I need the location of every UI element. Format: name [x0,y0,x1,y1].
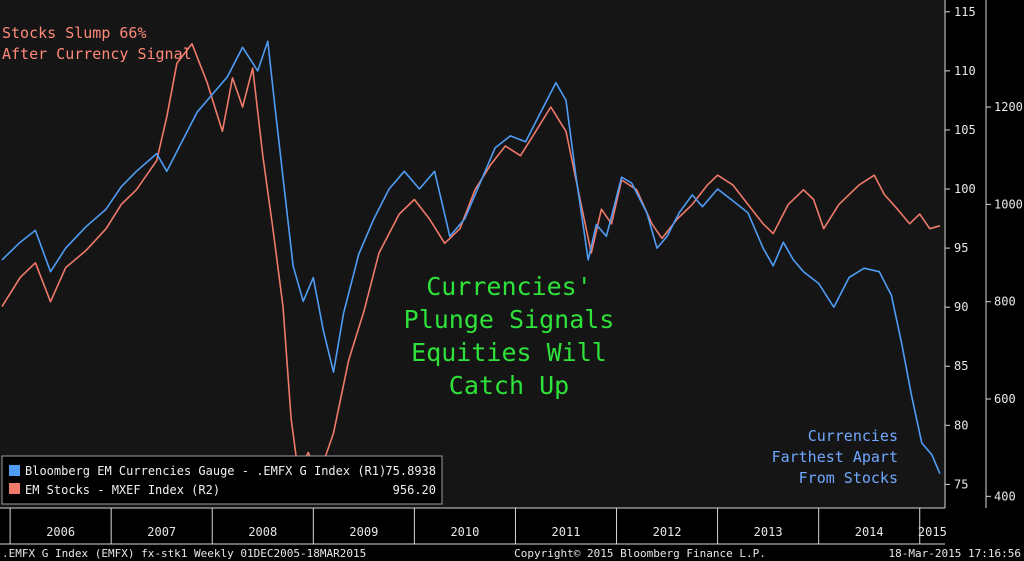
annotation-bottom-right-line-2: Farthest Apart [772,448,898,466]
r2-tick-label: 600 [994,392,1016,406]
r1-ticks: 75 80 85 90 95 100 105 110 115 [945,5,976,491]
r1-tick-label: 80 [954,418,968,432]
r1-tick-label: 105 [954,123,976,137]
r1-tick-label: 85 [954,359,968,373]
annotation-top-left-line-2: After Currency Signal [2,45,192,63]
annotation-center-line-2: Plunge Signals [404,305,615,334]
r2-tick-label: 1200 [994,100,1023,114]
r2-tick-label: 1000 [994,197,1023,211]
annotation-center-line-1: Currencies' [426,272,592,301]
r1-tick-label: 95 [954,241,968,255]
r2-tick-label: 400 [994,489,1016,503]
annotation-bottom-right: Currencies Farthest Apart From Stocks [772,427,898,487]
x-tick-label: 2015 [918,525,947,539]
r1-tick-label: 100 [954,182,976,196]
legend: Bloomberg EM Currencies Gauge - .EMFX G … [1,455,443,505]
footer-center: Copyright© 2015 Bloomberg Finance L.P. [514,547,766,560]
legend-label-stocks: EM Stocks - MXEF Index (R2) [25,483,220,497]
annotation-center-line-4: Catch Up [449,371,569,400]
legend-swatch-stocks [9,483,20,494]
r1-tick-label: 75 [954,477,968,491]
x-tick-label: 2011 [552,525,581,539]
r1-tick-label: 110 [954,64,976,78]
r2-ticks: 400 600 800 1000 1200 [986,100,1023,503]
annotation-center: Currencies' Plunge Signals Equities Will… [404,272,615,400]
legend-value-currencies: 75.8938 [385,464,436,478]
x-tick-label: 2006 [46,525,75,539]
plot-area [0,0,945,508]
annotation-bottom-right-line-1: Currencies [808,427,898,445]
footer-right: 18-Mar-2015 17:16:56 [889,547,1021,560]
legend-swatch-currencies [9,465,20,476]
annotation-top-left-line-1: Stocks Slump 66% [2,24,147,42]
annotation-center-line-3: Equities Will [411,338,607,367]
r1-tick-label: 115 [954,5,976,19]
x-ticks: 2006 2007 2008 2009 2010 2011 2012 2013 2014 2015 [9,508,947,544]
r1-tick-label: 90 [954,300,968,314]
x-tick-label: 2008 [248,525,277,539]
x-tick-label: 2014 [855,525,884,539]
x-tick-label: 2007 [147,525,176,539]
legend-box [1,455,443,505]
annotation-bottom-right-line-3: From Stocks [799,469,898,487]
x-tick-label: 2010 [450,525,479,539]
x-tick-label: 2009 [349,525,378,539]
series-line-currencies [1,40,941,475]
legend-label-currencies: Bloomberg EM Currencies Gauge - .EMFX G … [25,464,386,478]
r2-tick-label: 800 [994,295,1016,309]
footer-left: .EMFX G Index (EMFX) fx-stk1 Weekly 01DE… [2,547,366,560]
x-tick-label: 2013 [754,525,783,539]
x-tick-label: 2012 [653,525,682,539]
legend-value-stocks: 956.20 [393,483,436,497]
